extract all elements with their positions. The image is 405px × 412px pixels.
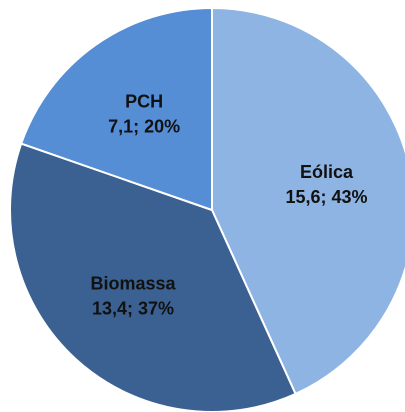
- pie-slice: [19, 6, 213, 212]
- slice-label-name: Eólica: [300, 162, 354, 182]
- slice-label-value: 15,6; 43%: [285, 187, 367, 207]
- pie-slice: [211, 6, 405, 396]
- slice-label-value: 7,1; 20%: [108, 116, 180, 136]
- pie-slice: [9, 142, 297, 412]
- slice-label-name: Biomassa: [91, 273, 177, 293]
- slice-label-name: PCH: [125, 91, 163, 111]
- slice-label-value: 13,4; 37%: [92, 298, 174, 318]
